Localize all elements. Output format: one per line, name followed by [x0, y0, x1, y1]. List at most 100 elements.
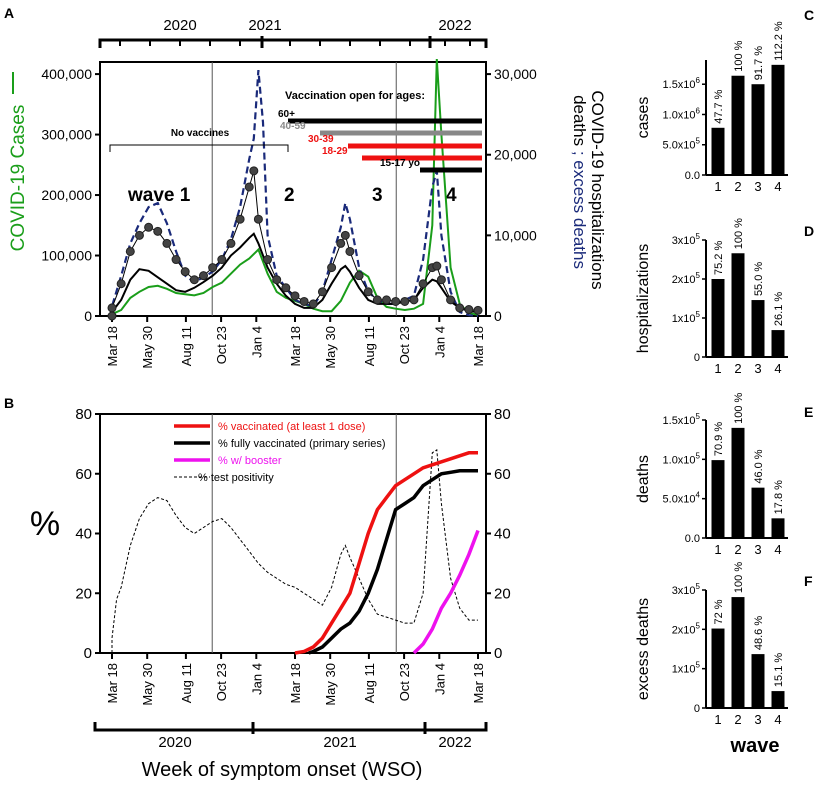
a-left-tick-label: 0: [84, 308, 92, 324]
bar-y-tick-label: 0: [694, 352, 700, 364]
bar-x-tick-label: 4: [774, 712, 781, 727]
bar-value-label: 75.2 %: [713, 241, 725, 275]
a-x-tick-label: Jan 4: [249, 326, 264, 358]
b-year-bracket: [93, 722, 488, 732]
panel-label-a: A: [4, 5, 14, 21]
a-deaths-point: [336, 238, 346, 248]
a-deaths-point: [317, 287, 327, 297]
bar-y-tick-label: 1.0x106: [663, 106, 701, 121]
a-right-title-hosp: COVID-19 hospitalizations: [588, 90, 607, 289]
b-right-tick-label: 0: [494, 645, 502, 662]
bar-e-y-title: deaths: [635, 455, 652, 503]
b-x-tick-label: May 30: [323, 663, 338, 706]
a-deaths-point: [134, 230, 144, 240]
a-deaths-point: [272, 275, 282, 285]
a-deaths-point: [107, 311, 117, 321]
tick-exponent: 5: [696, 621, 701, 630]
bar-x-tick-label: 1: [714, 542, 721, 557]
bar-e-wave-4: [771, 518, 785, 538]
tick-mantissa: 1.0x10: [663, 454, 696, 466]
b-x-tick-label: Aug 11: [179, 663, 194, 703]
age-group-label: 60+: [278, 109, 295, 120]
wave-4-label: 4: [446, 185, 457, 206]
bar-value-label: 15.1 %: [773, 653, 785, 687]
panel-label-f: F: [804, 573, 813, 589]
b-x-tick-label: Oct 23: [397, 663, 412, 701]
a-right-title-excess: ; excess deaths: [570, 151, 589, 269]
panel-label-c: C: [804, 7, 814, 23]
bar-x-tick-label: 3: [754, 712, 761, 727]
tick-mantissa: 1.5x10: [663, 415, 696, 427]
a-x-tick-label: Mar 18: [105, 326, 120, 366]
bar-c-wave-1: [711, 127, 725, 175]
b-legend-label: % fully vaccinated (primary series): [218, 438, 386, 450]
a-deaths-point: [372, 295, 382, 305]
bar-value-label: 72 %: [713, 599, 725, 624]
b-right-tick-label: 60: [494, 466, 511, 483]
a-deaths-point: [455, 303, 465, 313]
a-deaths-point: [400, 296, 410, 306]
bar-y-tick-label: 1x105: [672, 661, 701, 676]
bar-value-label: 46.0 %: [753, 449, 765, 483]
b-right-tick-label: 40: [494, 526, 511, 543]
a-left-tick-label: 300,000: [41, 127, 92, 143]
a-deaths-point: [263, 255, 273, 265]
tick-exponent: 4: [696, 491, 701, 500]
year-label-a-2021: 2021: [248, 17, 281, 34]
bar-x-tick-label: 1: [714, 179, 721, 194]
bar-y-tick-label: 1x105: [672, 310, 701, 325]
bar-x-tick-label: 1: [714, 712, 721, 727]
bar-y-tick-label: 0.0: [685, 533, 700, 545]
a-plot-frame: [99, 61, 487, 317]
a-deaths-point: [235, 214, 245, 224]
bar-c-y-title: cases: [635, 97, 652, 139]
bar-x-tick-label: 2: [734, 712, 741, 727]
bar-d-wave-4: [771, 330, 785, 357]
tick-exponent: 5: [696, 582, 701, 591]
a-deaths-point: [345, 246, 355, 256]
year-label-b-2020: 2020: [158, 734, 191, 751]
a-deaths-point: [409, 295, 419, 305]
a-deaths-point: [162, 238, 172, 248]
a-deaths-point: [116, 279, 126, 289]
age-group-label: 40-59: [280, 121, 306, 132]
age-group-label: 30-39: [308, 134, 334, 145]
x-axis-title: Week of symptom onset (WSO): [142, 759, 423, 781]
bar-c-wave-2: [731, 75, 745, 175]
bar-value-label: 91.7 %: [753, 46, 765, 80]
bar-x-tick-label: 4: [774, 542, 781, 557]
tick-exponent: 5: [696, 310, 701, 319]
a-x-tick-label: May 30: [323, 326, 338, 369]
bar-value-label: 48.6 %: [753, 616, 765, 650]
bar-x-tick-label: 4: [774, 361, 781, 376]
a-deaths-point: [189, 275, 199, 285]
bar-x-tick-label: 2: [734, 179, 741, 194]
a-deaths-point: [180, 267, 190, 277]
b-left-tick-label: 60: [75, 466, 92, 483]
bar-value-label: 17.8 %: [773, 480, 785, 514]
tick-mantissa: 2x10: [672, 624, 696, 636]
a-deaths-point: [171, 255, 181, 265]
tick-mantissa: 0.0: [685, 533, 700, 545]
a-left-axis-title: COVID-19 Cases: [8, 105, 29, 252]
tick-exponent: 6: [696, 106, 701, 115]
wave-1-label: wave 1: [127, 185, 191, 206]
a-deaths-point: [446, 295, 456, 305]
b-series-fully-vaccinated: [308, 469, 478, 655]
f-x-axis-title: wave: [730, 735, 780, 757]
a-right-title-deaths: deaths: [570, 95, 589, 151]
age-group-label: 15-17 yo: [380, 158, 420, 169]
bar-x-tick-label: 2: [734, 361, 741, 376]
a-deaths-point: [208, 263, 218, 273]
tick-mantissa: 0: [694, 352, 700, 364]
b-x-tick-label: May 30: [140, 663, 155, 706]
bar-value-label: 100 %: [733, 562, 745, 593]
a-deaths-point: [290, 291, 300, 301]
no-vaccines-bracket: [109, 144, 289, 152]
b-left-tick-label: 20: [75, 585, 92, 602]
b-x-tick-label: Mar 18: [288, 663, 303, 703]
a-deaths-point: [125, 246, 135, 256]
bar-x-tick-label: 1: [714, 361, 721, 376]
b-left-tick-label: 40: [75, 526, 92, 543]
